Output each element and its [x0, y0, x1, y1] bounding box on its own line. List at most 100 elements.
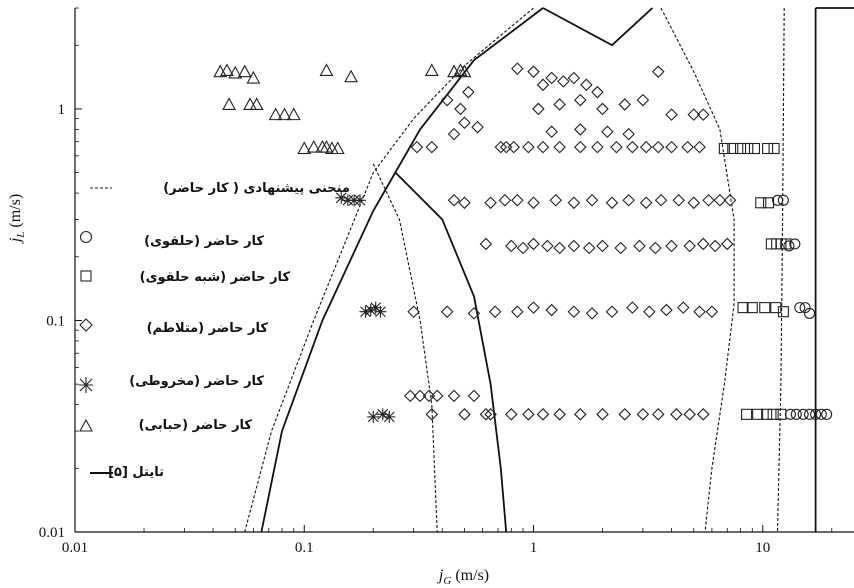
- triangle-data-point: [315, 139, 330, 153]
- asterisk-data-point: [376, 408, 389, 421]
- y-tick-label: 0.01: [39, 525, 65, 541]
- triangle-data-point: [220, 63, 234, 77]
- diamond-data-point: [601, 125, 614, 139]
- diamond-data-point: [591, 85, 604, 99]
- legend-entry-taitel: تایتل [۵]: [90, 465, 164, 480]
- y-tick-label: 0.1: [46, 313, 65, 329]
- square-data-point: [727, 142, 739, 155]
- diamond-data-point: [702, 193, 715, 207]
- asterisk-data-point: [359, 305, 372, 318]
- diamond-data-point: [553, 241, 566, 255]
- diamond-data-point: [527, 196, 540, 210]
- diamond-data-point: [511, 62, 524, 75]
- square-data-point: [759, 302, 771, 314]
- diamond-data-point: [649, 241, 662, 255]
- regime-boundaries: [244, 7, 854, 533]
- asterisk-data-point: [341, 194, 354, 207]
- y-axis-label-sub: L: [15, 232, 27, 239]
- diamond-data-point: [687, 196, 701, 210]
- diamond-data-point: [574, 93, 587, 107]
- diamond-data-point: [479, 408, 493, 421]
- diamond-data-point: [660, 303, 673, 317]
- legend-label-bubbly: کار حاضر (حبابی): [139, 418, 253, 433]
- diamond-data-point: [696, 237, 710, 251]
- legend-diamond-icon: [79, 318, 93, 332]
- square-data-point: [777, 306, 789, 318]
- triangle-data-point: [268, 107, 283, 121]
- diamond-data-point: [626, 301, 639, 314]
- asterisk-data-point: [335, 191, 348, 204]
- diamond-data-point: [582, 241, 596, 255]
- legend-entry-annular: کار حاضر (حلقوی): [79, 230, 264, 249]
- diamond-data-point: [527, 65, 540, 78]
- diamond-data-point: [458, 408, 471, 421]
- diamond-data-point: [574, 408, 587, 421]
- diamond-data-point: [683, 408, 696, 421]
- diamond-data-point: [567, 239, 581, 253]
- square-data-point: [746, 302, 758, 314]
- diamond-data-point: [618, 98, 632, 111]
- asterisk-data-point: [374, 305, 387, 318]
- diamond-data-point: [696, 408, 710, 421]
- diamond-data-point: [447, 127, 461, 141]
- diamond-data-point: [484, 196, 497, 210]
- diamond-data-point: [471, 120, 484, 134]
- diamond-data-point: [567, 71, 581, 85]
- triangle-data-point: [344, 69, 358, 83]
- diamond-data-point: [527, 237, 540, 251]
- axis-ticks: 0.01 0.1 1 10 0.01 0.1 1: [39, 7, 833, 556]
- diamond-data-point: [440, 93, 454, 107]
- triangle-data-point: [457, 64, 472, 78]
- diamond-data-point: [536, 140, 550, 154]
- legend-triangle-icon: [79, 418, 93, 432]
- asterisk-data-point: [367, 410, 380, 423]
- diamond-data-point: [605, 196, 619, 210]
- diamond-data-point: [430, 389, 444, 403]
- legend-label-churn: کار حاضر (متلاطم): [147, 321, 269, 336]
- triangle-data-point: [297, 141, 312, 155]
- diamond-data-point: [672, 193, 686, 207]
- diamond-data-point: [440, 305, 454, 318]
- diamond-data-point: [458, 196, 471, 210]
- circle-data-point: [783, 240, 795, 252]
- circle-data-point: [794, 302, 806, 314]
- diamond-data-point: [505, 239, 518, 253]
- data-points: [213, 62, 833, 423]
- x-axis-label: jG (m/s): [437, 567, 489, 587]
- x-tick-label: 1: [530, 540, 538, 556]
- diamond-data-point: [494, 140, 508, 154]
- square-data-point: [718, 142, 730, 155]
- diamond-data-point: [705, 305, 719, 318]
- diamond-data-point: [643, 305, 656, 318]
- diamond-data-point: [458, 116, 471, 130]
- x-tick-label: 10: [755, 540, 770, 556]
- taitel-boundary-curve: [260, 7, 544, 533]
- square-data-point: [735, 142, 747, 155]
- triangle-data-point: [330, 141, 345, 155]
- circle-data-point: [815, 408, 827, 420]
- diamond-data-point: [580, 78, 593, 92]
- diamond-data-point: [557, 75, 570, 88]
- diamond-data-point: [413, 389, 427, 403]
- diamond-data-point: [407, 305, 420, 318]
- diamond-data-point: [683, 239, 696, 253]
- y-axis-label-unit: (m/s): [7, 194, 24, 232]
- diamond-data-point: [585, 307, 599, 320]
- square-data-point: [755, 197, 767, 209]
- triangle-data-point: [319, 139, 334, 153]
- triangle-data-point: [246, 70, 261, 84]
- square-data-point: [770, 302, 782, 314]
- circle-data-point: [810, 408, 822, 420]
- diamond-data-point: [585, 193, 599, 207]
- triangle-data-point: [237, 64, 252, 78]
- legend-entry-churn: کار حاضر (متلاطم): [79, 318, 269, 336]
- diamond-data-point: [505, 408, 518, 421]
- diamond-data-point: [713, 193, 727, 207]
- triangle-data-point: [319, 63, 334, 77]
- square-data-point: [763, 197, 775, 209]
- diamond-data-point: [626, 140, 639, 154]
- diamond-data-point: [545, 303, 558, 317]
- diamond-data-point: [665, 140, 678, 154]
- legend-label-semi-annular: کار حاضر (شبه حلقوی): [140, 270, 291, 285]
